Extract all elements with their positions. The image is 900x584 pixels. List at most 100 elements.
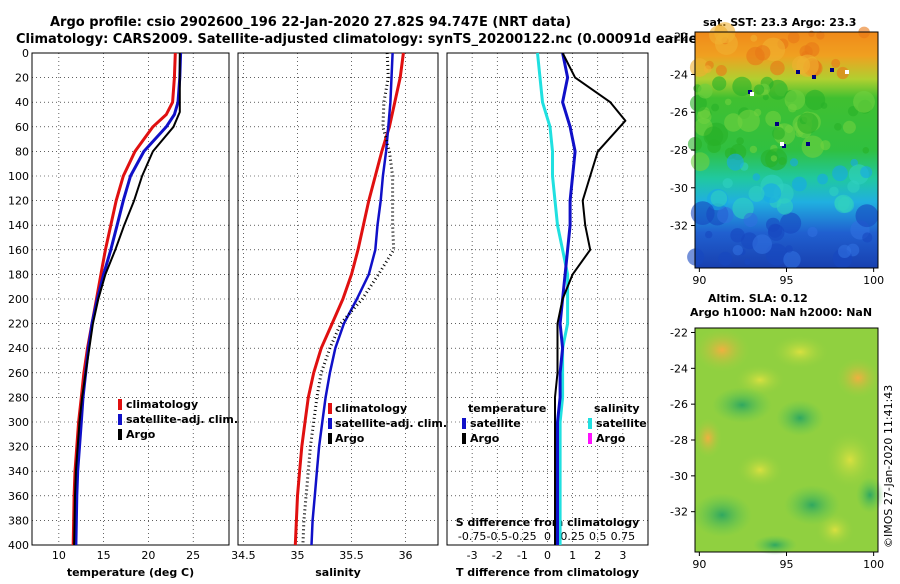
sst-texture-blob [767, 79, 788, 100]
s-tick-label: 0.25 [560, 530, 585, 543]
sst-map-title: sat. SST: 23.3 Argo: 23.3 [703, 16, 856, 29]
sst-texture-blob [801, 135, 824, 158]
sst-cloud-mark [830, 68, 834, 72]
depth-tick-label: 220 [8, 318, 29, 331]
depth-tick-label: 100 [8, 170, 29, 183]
sst-texture-blob [697, 83, 713, 99]
temperature-panel: 0 20 40 60 80 100 120 140 160 180 200 220 240 260 280 3… [8, 47, 238, 579]
sst-texture-blob [829, 186, 839, 197]
series-line-satellite-adj [74, 52, 183, 546]
x-axis-label: salinity [315, 566, 361, 579]
x-tick-label: 1 [569, 549, 576, 562]
sst-texture-blob [748, 185, 765, 202]
salinity-panel: 34.5 35 35.5 36 salinity climatology satellite… [231, 52, 447, 579]
sst-map-texture [687, 22, 879, 269]
sst-map: -22 -24 -26 -28 -30 -32 90 95 100 [670, 22, 884, 287]
sst-texture-blob [855, 204, 879, 228]
sst-missing-mark [845, 70, 849, 74]
x-tick-label: 0 [544, 549, 551, 562]
sst-texture-blob [718, 251, 733, 266]
sla-blob [694, 328, 750, 372]
sst-texture-blob [834, 123, 842, 131]
legend-title-salinity: salinity [594, 402, 640, 415]
sst-texture-blob [732, 76, 752, 97]
sst-texture-blob [776, 198, 794, 215]
depth-tick-label: 40 [15, 96, 29, 109]
sst-texture-blob [715, 65, 727, 76]
sst-texture-blob [690, 152, 710, 172]
sst-texture-blob [832, 165, 848, 182]
sst-texture-blob [768, 223, 783, 238]
sst-texture-blob [749, 145, 758, 154]
sst-texture-blob [765, 243, 788, 266]
depth-tick-label: 200 [8, 293, 29, 306]
map-x-tick-label: 100 [863, 274, 884, 287]
s-tick-label: -0.25 [508, 530, 536, 543]
legend-label: Argo [126, 428, 156, 441]
legend-label: satellite [596, 417, 647, 430]
s-tick-label: -0.75 [458, 530, 486, 543]
legend-swatch [118, 399, 122, 410]
sst-texture-blob [730, 228, 745, 243]
map-x-tick-label: 90 [692, 274, 706, 287]
x-tick-label: 36 [399, 549, 413, 562]
x-tick-label: 2 [594, 549, 601, 562]
sst-texture-blob [804, 89, 826, 111]
x-tick-label: 10 [52, 549, 66, 562]
sla-map: -22 -24 -26 -28 -30 -32 90 95 100 [670, 326, 884, 571]
sla-blob [776, 400, 824, 436]
sst-texture-blob [732, 245, 743, 256]
map-y-tick-label: -24 [670, 68, 688, 81]
sst-texture-blob [862, 147, 870, 154]
x-tick-label: 25 [186, 549, 200, 562]
legend-label: climatology [126, 398, 198, 411]
depth-tick-label: 0 [22, 47, 29, 60]
series-line-t-argo [554, 52, 627, 545]
map-y-tick-label: -22 [670, 31, 688, 44]
legend-label: Argo [335, 432, 365, 445]
series-line-argo [301, 52, 396, 546]
x-tick-label: 3 [619, 549, 626, 562]
sst-texture-blob [703, 65, 712, 73]
sst-texture-blob [726, 153, 744, 171]
depth-tick-label: 300 [8, 416, 29, 429]
sst-texture-blob [743, 212, 758, 227]
depth-tick-label: 380 [8, 514, 29, 527]
credit-text: ©IMOS 27-Jan-2020 11:41:43 [882, 385, 895, 548]
map-y-tick-label: -26 [670, 398, 688, 411]
x-axis-label: temperature (deg C) [67, 566, 194, 579]
depth-tick-label: 340 [8, 465, 29, 478]
legend-label: Argo [596, 432, 626, 445]
sst-texture-blob [831, 58, 841, 68]
sst-texture-blob [785, 245, 793, 253]
sst-cloud-mark [775, 122, 779, 126]
sla-map-blobs [692, 328, 884, 555]
s-tick-label: 0.5 [589, 530, 607, 543]
legend-title-temperature: temperature [468, 402, 546, 415]
series-line-satellite-adj [310, 52, 394, 546]
depth-tick-label: 240 [8, 342, 29, 355]
sst-texture-blob [842, 120, 856, 134]
sst-texture-blob [838, 244, 852, 258]
sst-texture-blob [710, 190, 728, 207]
map-x-tick-label: 95 [780, 274, 794, 287]
map-y-tick-label: -28 [670, 144, 688, 157]
map-x-tick-label: 100 [863, 558, 884, 571]
legend-swatch [462, 433, 466, 444]
sst-texture-blob [847, 180, 860, 193]
sst-texture-blob [787, 31, 800, 44]
sst-missing-mark [750, 92, 754, 96]
sst-texture-blob [717, 206, 734, 224]
sst-texture-blob [850, 158, 858, 167]
sst-texture-blob [753, 84, 765, 95]
map-y-tick-label: -26 [670, 106, 688, 119]
legend-label: satellite [470, 417, 521, 430]
sst-texture-blob [687, 248, 705, 266]
sla-blob [712, 387, 772, 423]
sst-texture-blob [690, 201, 715, 226]
depth-tick-label: 180 [8, 268, 29, 281]
x-tick-label: 35 [290, 549, 304, 562]
sst-texture-blob [834, 194, 853, 214]
sst-texture-blob [816, 31, 825, 40]
